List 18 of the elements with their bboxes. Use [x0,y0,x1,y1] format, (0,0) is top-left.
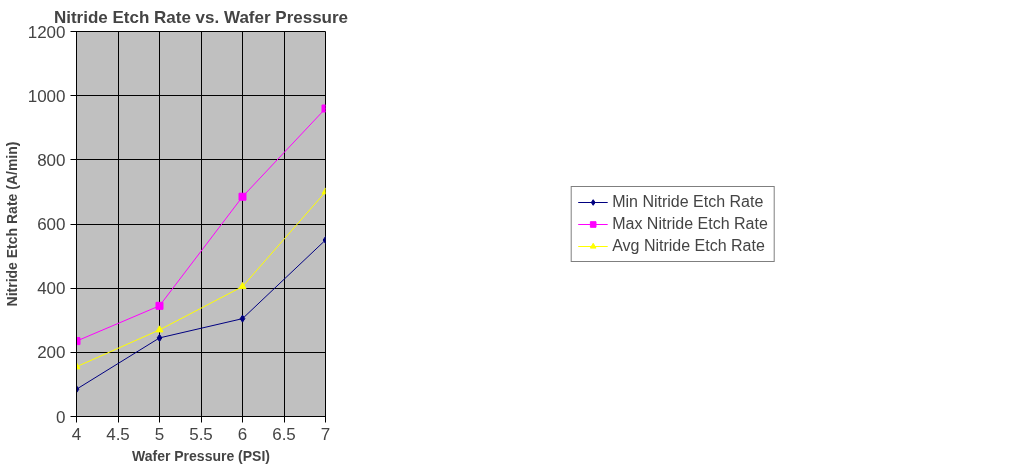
legend-label: Avg Nitride Etch Rate [612,236,765,255]
x-tick-label: 6.5 [272,424,296,444]
x-tick-label: 5 [154,424,165,444]
y-axis-title: Nitride Etch Rate (A/min) [3,141,20,307]
x-tick-label: 4.5 [106,424,130,444]
x-tick-label: 7 [320,424,331,444]
y-tick-label: 600 [37,215,66,234]
legend-label: Max Nitride Etch Rate [612,214,768,233]
x-tick-label: 6 [237,424,248,444]
x-tick-label: 4 [71,424,82,444]
y-tick-label: 200 [37,343,66,363]
x-tick-label: 5.5 [189,424,213,444]
legend-label: Min Nitride Etch Rate [612,192,764,211]
y-tick-label: 400 [37,279,66,299]
y-tick-label: 1000 [27,86,66,106]
y-tick-label: 0 [56,407,66,427]
x-axis-title: Wafer Pressure (PSI) [132,447,270,464]
y-tick-label: 800 [37,150,66,170]
